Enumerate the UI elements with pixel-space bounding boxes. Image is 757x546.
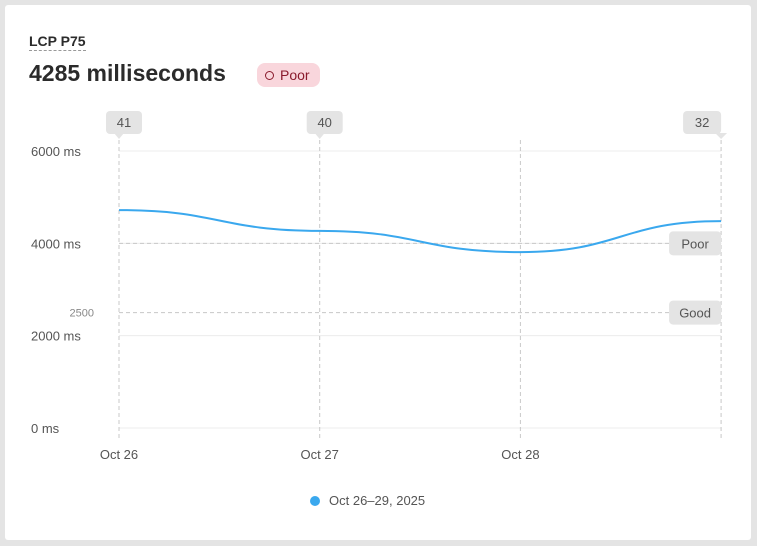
sample-count-label: 32: [695, 115, 709, 130]
threshold-badge: [669, 300, 722, 325]
status-badge-label: Poor: [280, 67, 310, 83]
sample-count-badge: [683, 111, 722, 134]
legend-swatch: [310, 495, 320, 506]
threshold-tick-label: 2500: [70, 308, 94, 320]
x-tick-label: Oct 27: [301, 447, 339, 462]
badge-pointer: [114, 133, 124, 139]
circle-icon: [265, 70, 274, 80]
badge-pointer: [715, 133, 728, 139]
y-tick-label: 6000 ms: [31, 144, 81, 159]
sample-count-label: 40: [317, 115, 331, 130]
series-line: [118, 209, 722, 254]
threshold-label: Poor: [681, 236, 709, 251]
y-tick-label: 0 ms: [31, 421, 60, 436]
legend: Oct 26–29, 2025: [310, 493, 425, 508]
chart-card: [5, 5, 751, 540]
threshold-badge: [669, 231, 722, 256]
threshold-label: Good: [679, 306, 711, 321]
sample-count-badge: [106, 111, 142, 134]
badge-pointer: [314, 133, 325, 139]
sample-count-label: 41: [117, 115, 131, 130]
metric-label[interactable]: LCP P75: [29, 33, 86, 51]
metric-value: 4285 milliseconds: [29, 60, 226, 86]
legend-label: Oct 26–29, 2025: [329, 493, 426, 508]
sample-count-badge: [306, 111, 343, 134]
y-tick-label: 4000 ms: [31, 236, 81, 251]
x-tick-label: Oct 26: [100, 447, 138, 462]
status-badge: Poor: [257, 63, 320, 87]
y-tick-label: 2000 ms: [31, 329, 81, 344]
x-tick-label: Oct 28: [501, 447, 539, 462]
